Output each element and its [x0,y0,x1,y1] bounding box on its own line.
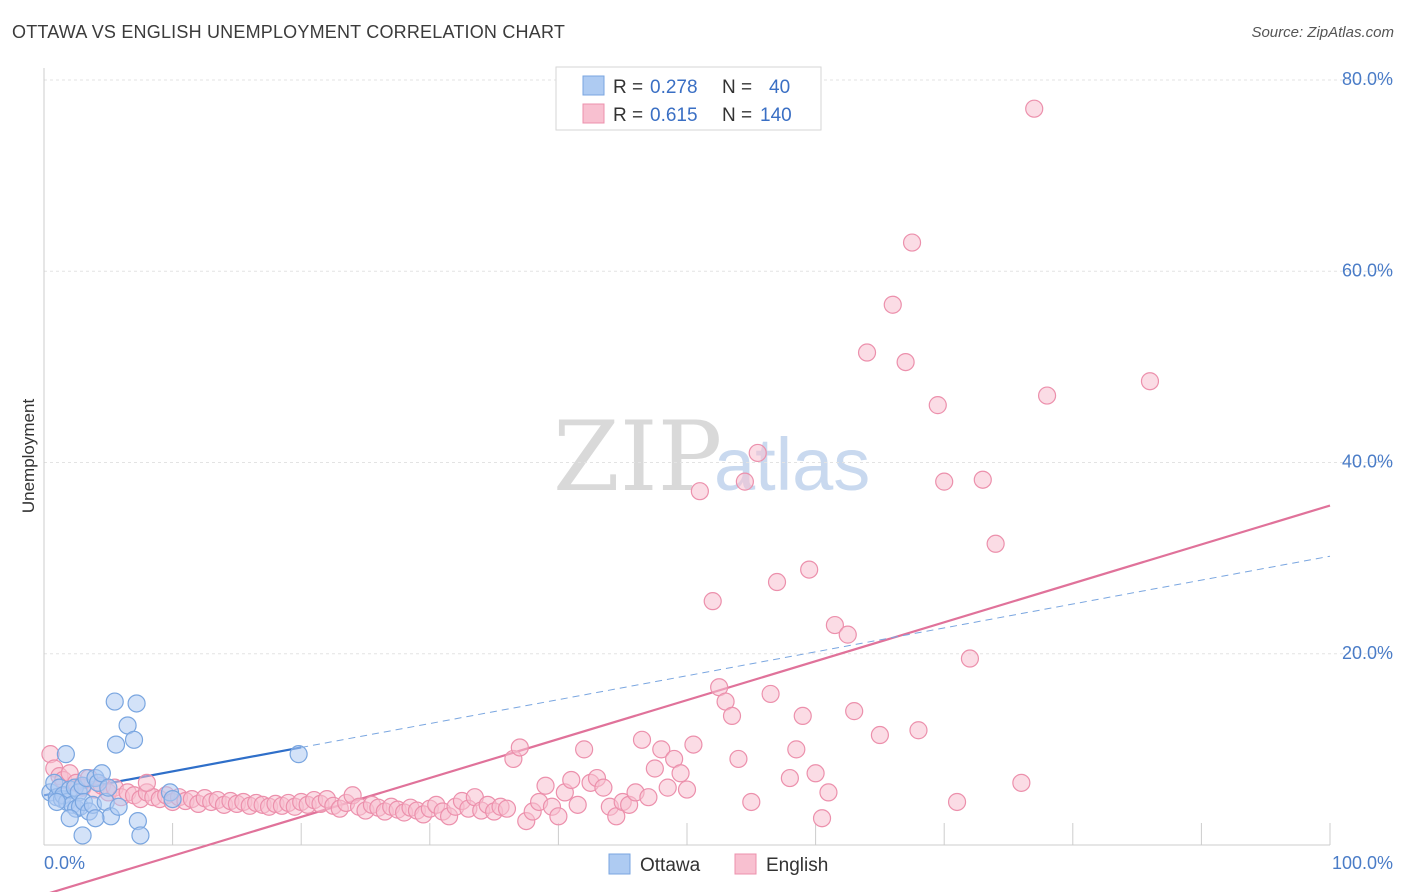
point-english [909,721,928,740]
point-english [536,776,555,795]
trend-line-ottawa-extension [301,555,1331,748]
point-ottawa [289,745,308,764]
point-english [594,778,613,797]
point-english [902,233,922,252]
chart-title: OTTAWA VS ENGLISH UNEMPLOYMENT CORRELATI… [12,22,566,42]
point-english [137,773,156,792]
point-english [812,809,832,828]
point-english [658,778,677,797]
point-ottawa [86,809,105,828]
point-english [845,702,864,721]
point-english [896,352,915,372]
point-english [1025,99,1044,118]
legend-r-value-english: 0.615 [650,105,698,126]
point-english [935,472,954,491]
point-english [549,807,568,826]
point-english [857,343,877,362]
point-english [742,792,761,812]
point-english [806,764,825,783]
legend-r-label-ottawa: R = [613,77,643,98]
point-ottawa [47,792,66,812]
legend-n-value-english: 140 [760,105,792,126]
point-english [568,795,587,814]
point-english [690,482,709,501]
point-english [1140,372,1160,391]
y-tick-label: 20.0% [1342,643,1393,663]
point-english [973,470,992,489]
legend-r-value-ottawa: 0.278 [650,77,698,98]
point-english [780,768,799,788]
y-tick-label: 40.0% [1342,452,1393,472]
bottom-legend-swatch-english [734,853,757,875]
point-ottawa [127,694,146,713]
point-english [947,792,967,812]
point-ottawa [106,735,126,754]
tick-labels: 20.0% 40.0% 60.0% 80.0% 0.0% 100.0% [44,69,1393,873]
point-english [735,472,754,491]
stats-legend: R = 0.278 N = 40 R = 0.615 N = 140 [555,66,822,131]
watermark-atlas: atlas [714,423,870,506]
point-english [883,295,902,314]
grid-lines [44,79,1392,655]
y-tick-label: 80.0% [1342,69,1393,89]
legend-swatch-english [582,103,605,124]
point-english [787,740,806,759]
point-english [800,560,819,579]
point-english [1037,386,1057,405]
point-english [562,770,581,790]
point-english [575,740,594,759]
point-english [645,759,664,778]
point-ottawa [99,778,118,797]
legend-n-label-english: N = [722,105,752,126]
point-english [960,649,980,668]
point-ottawa [60,809,79,828]
point-english [671,764,690,783]
point-ottawa [163,789,182,809]
x-tick-label-right: 100.0% [1332,853,1393,873]
point-english [761,684,780,704]
point-english [838,625,857,644]
series-legend: Ottawa English [608,853,828,876]
point-english [986,534,1005,553]
point-english [748,443,767,463]
point-ottawa [105,692,124,711]
chart-source: Source: ZipAtlas.com [1251,24,1394,41]
axes [43,68,1331,846]
point-english [825,615,844,635]
point-english [639,788,658,807]
point-english [870,725,890,745]
point-english [928,396,947,415]
point-english [819,783,838,802]
point-english [652,740,671,759]
point-english [767,572,787,592]
bottom-legend-swatch-ottawa [608,853,631,875]
point-ottawa [131,826,150,845]
point-english [703,592,722,611]
legend-swatch-ottawa [582,75,605,96]
legend-r-label-english: R = [613,105,643,126]
point-english [510,738,529,757]
point-english [632,730,652,749]
x-tick-label-left: 0.0% [44,853,85,873]
trend-line-english [49,504,1331,892]
point-english [729,749,748,769]
bottom-legend-english: English [766,855,828,876]
point-ottawa [56,745,75,764]
bottom-legend-ottawa: Ottawa [640,855,701,876]
point-english [497,799,517,818]
y-axis-label: Unemployment [19,399,38,514]
legend-n-value-ottawa: 40 [769,77,790,98]
point-english [793,706,812,726]
point-ottawa [109,797,128,816]
y-tick-label: 60.0% [1342,260,1393,280]
point-english [1012,773,1031,792]
point-english [722,706,742,726]
legend-n-label-ottawa: N = [722,77,752,98]
point-ottawa [124,730,144,749]
point-ottawa [73,826,92,845]
point-english [677,780,697,799]
data-points [41,99,1160,845]
point-english [684,735,703,754]
